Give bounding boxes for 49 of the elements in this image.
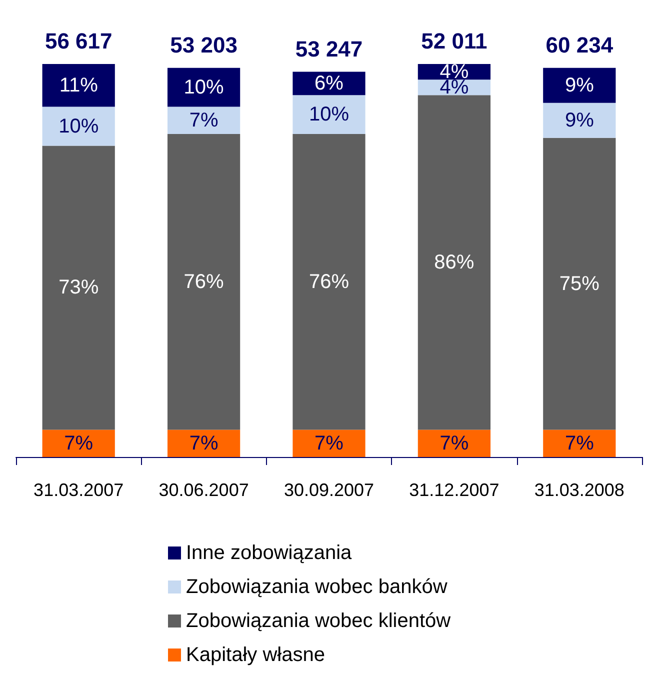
bar: [543, 68, 616, 103]
bar: [543, 430, 616, 457]
bar: [292, 95, 366, 134]
legend-label: Zobowiązania wobec banków: [186, 576, 448, 598]
data-label: 10%: [184, 76, 224, 98]
x-tick-label: 31.12.2007: [409, 480, 500, 500]
bar: [42, 106, 115, 146]
bar: [418, 95, 491, 430]
data-label: 73%: [58, 276, 99, 299]
data-label: 86%: [434, 251, 474, 274]
data-label: 11%: [59, 74, 98, 96]
bar: [167, 68, 240, 107]
data-label: 10%: [308, 104, 350, 126]
bar: [292, 134, 366, 430]
bar: [167, 134, 240, 430]
data-label: 9%: [564, 74, 594, 96]
bar: [543, 102, 616, 138]
data-label: 7%: [314, 432, 344, 454]
x-tick-label: 31.03.2007: [34, 480, 124, 500]
data-label: 7%: [64, 432, 94, 454]
legend-label: Zobowiązania wobec klientów: [186, 610, 452, 632]
bar: [42, 146, 115, 430]
data-label: 6%: [314, 72, 344, 94]
text: 53 203: [170, 32, 238, 58]
legend-label: Inne zobowiązania: [186, 542, 353, 564]
bar: [167, 430, 240, 457]
data-label: 7%: [189, 432, 218, 454]
x-tick-label: 30.09.2007: [284, 480, 374, 500]
bar: [543, 138, 616, 430]
bar: [292, 430, 366, 457]
text: 53 247: [295, 36, 363, 62]
bar: [42, 430, 115, 457]
data-label: 7%: [440, 432, 469, 454]
text: 56 617: [44, 28, 112, 54]
data-label: 76%: [184, 270, 224, 293]
text: 52 011: [421, 28, 488, 54]
bar: [167, 106, 240, 134]
x-tick-label: 31.03.2008: [534, 480, 624, 500]
data-label: 10%: [58, 115, 99, 138]
bar: [42, 64, 115, 107]
data-label: 9%: [564, 109, 594, 132]
bar: [418, 430, 491, 457]
legend-label: Kapitały własne: [186, 644, 325, 666]
data-label: 7%: [564, 432, 594, 454]
data-label: 7%: [189, 109, 218, 132]
data-label: 75%: [559, 272, 600, 295]
data-label: 76%: [308, 270, 350, 293]
text: 60 234: [546, 32, 614, 58]
x-tick-label: 30.06.2007: [158, 480, 249, 500]
